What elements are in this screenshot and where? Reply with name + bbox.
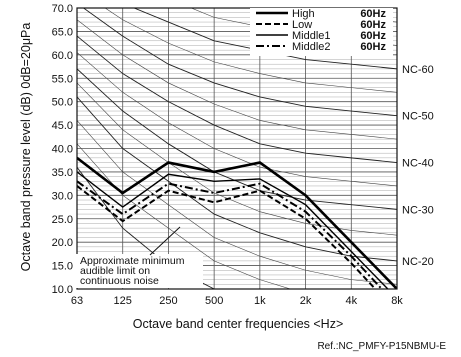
legend-label-middle1: Middle1: [292, 30, 331, 42]
legend-box: [250, 8, 393, 56]
legend-label-low: Low: [292, 19, 312, 31]
nc-curves: [77, 8, 397, 289]
y-tick-label: 45.0: [52, 120, 73, 132]
y-tick-label: 10.0: [52, 284, 73, 296]
x-tick-label: 63: [71, 295, 83, 307]
nc-curve-intermediate: [77, 52, 397, 187]
series-line-high: [77, 156, 397, 289]
note-line-1: Approximate minimum: [80, 255, 185, 267]
nc-label-nc-50: NC-50: [402, 111, 434, 123]
nc-curve-nc-20: [77, 96, 397, 262]
series-line-low: [77, 185, 377, 289]
legend-label-high: High: [292, 8, 315, 20]
nc-curve-nc-50: [82, 8, 397, 117]
nc-curve-nc-60: [132, 8, 397, 70]
y-tick-label: 65.0: [52, 26, 73, 38]
y-tick-labels: 10.0 15.0 20.0 25.0 30.0 35.0 40.0 45.0 50.0 55.0…: [52, 3, 73, 296]
note-arrow: [149, 226, 181, 256]
plot-frame: [76, 7, 398, 290]
y-tick-label: 15.0: [52, 261, 73, 273]
y-tick-label: 55.0: [52, 73, 73, 85]
note-line-2: audible limit on: [80, 265, 150, 277]
nc-labels: NC-60 NC-50 NC-40 NC-30 NC-20: [402, 64, 434, 268]
nc-curve-intermediate: [77, 120, 397, 285]
note-line-3: continuous noise: [80, 275, 159, 287]
series-lines: [77, 156, 397, 289]
nc-curve-nc-30: [77, 68, 397, 210]
reference-text: Ref.:NC_PMFY-P15NBMU-E: [317, 341, 446, 352]
note-box: [76, 254, 203, 288]
x-tick-label: 4k: [345, 295, 357, 307]
x-tick-labels: 63 125 250 500 1k 2k 4k 8k: [71, 295, 403, 307]
nc-curve-intermediate: [77, 82, 397, 236]
nc-label-nc-20: NC-20: [402, 256, 434, 268]
series-line-middle2: [77, 180, 384, 289]
y-tick-label: 40.0: [52, 144, 73, 156]
y-axis-label: Octave band pressure level (dB) 0dB=20μP…: [19, 23, 33, 272]
y-tick-label: 60.0: [52, 50, 73, 62]
y-tick-label: 70.0: [52, 3, 73, 15]
legend-hz-middle1: 60Hz: [360, 30, 386, 42]
legend: High 60Hz Low 60Hz Middle1 60Hz Middle2 60Hz: [250, 8, 393, 56]
legend-hz-high: 60Hz: [360, 8, 386, 20]
legend-hz-middle2: 60Hz: [360, 41, 386, 53]
y-tick-label: 35.0: [52, 167, 73, 179]
nc-curve-nc-40: [77, 35, 397, 163]
nc-label-nc-40: NC-40: [402, 158, 434, 170]
x-tick-label: 1k: [254, 295, 266, 307]
series-line-middle1: [77, 171, 389, 289]
x-axis-label: Octave band center frequencies <Hz>: [133, 317, 344, 331]
x-tick-label: 2k: [300, 295, 312, 307]
audible-limit-line: [77, 166, 216, 289]
nc-label-nc-60: NC-60: [402, 64, 434, 76]
nc-curve-intermediate: [104, 8, 397, 93]
y-tick-label: 50.0: [52, 97, 73, 109]
x-tick-label: 250: [159, 295, 177, 307]
nc-label-nc-30: NC-30: [402, 204, 434, 216]
legend-hz-low: 60Hz: [360, 19, 386, 31]
x-tick-label: 500: [205, 295, 223, 307]
nc-curve-intermediate: [77, 19, 397, 140]
y-tick-label: 25.0: [52, 214, 73, 226]
legend-label-middle2: Middle2: [292, 41, 331, 53]
y-tick-label: 20.0: [52, 237, 73, 249]
audible-limit-curve: [77, 166, 216, 289]
x-tick-label: 125: [114, 295, 132, 307]
x-tick-label: 8k: [391, 295, 403, 307]
y-tick-label: 30.0: [52, 190, 73, 202]
audible-limit-note: Approximate minimum audible limit on con…: [76, 226, 203, 288]
